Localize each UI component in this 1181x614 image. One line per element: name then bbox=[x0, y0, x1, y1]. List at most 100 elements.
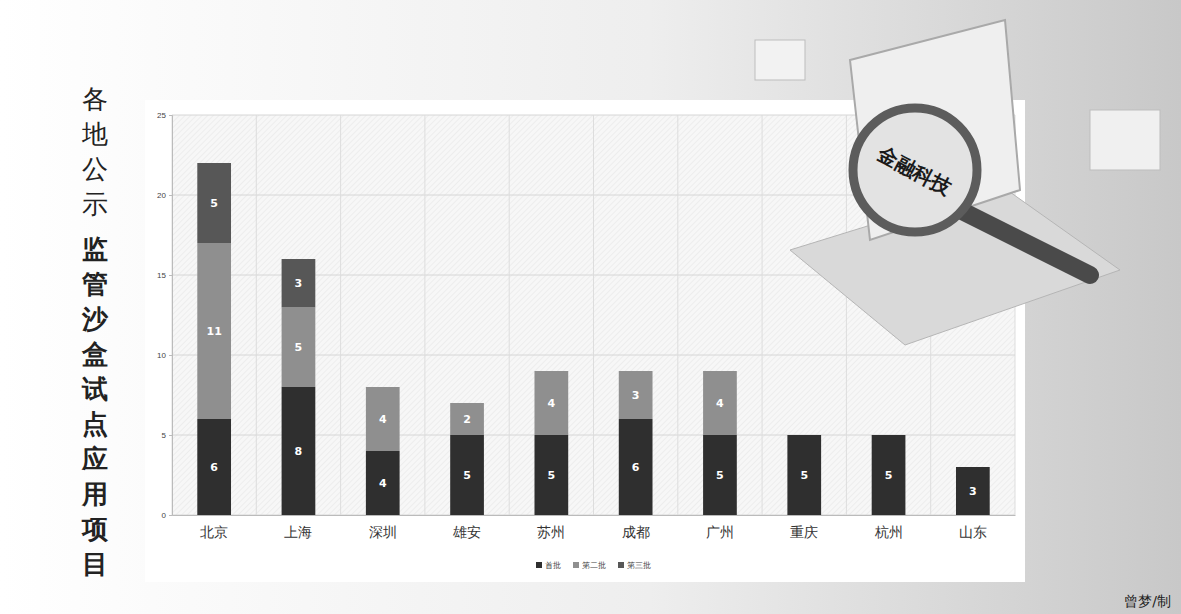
data-label: 3 bbox=[632, 389, 640, 402]
x-tick: 上海 bbox=[284, 515, 312, 540]
y-tick-label: 25 bbox=[157, 111, 166, 120]
y-tick-mark bbox=[169, 355, 172, 356]
bar-segment bbox=[282, 307, 316, 387]
data-label: 4 bbox=[548, 397, 556, 410]
x-tick-label: 杭州 bbox=[874, 524, 903, 540]
bar-segment bbox=[282, 387, 316, 515]
subtitle: 监管沙盒试点应用项目 bbox=[81, 234, 109, 579]
y-tick: 10 bbox=[157, 351, 172, 360]
x-axis-line bbox=[173, 515, 1016, 516]
y-tick: 15 bbox=[157, 271, 172, 280]
y-tick-mark bbox=[169, 515, 172, 516]
y-tick-mark bbox=[169, 275, 172, 276]
data-label: 5 bbox=[295, 341, 303, 354]
x-tick-label: 广州 bbox=[706, 524, 734, 540]
x-tick: 广州 bbox=[706, 515, 734, 540]
legend-swatch bbox=[573, 562, 579, 568]
data-label: 5 bbox=[800, 469, 808, 482]
x-tick-label: 重庆 bbox=[790, 524, 818, 540]
category-divider bbox=[762, 115, 763, 515]
data-label: 5 bbox=[885, 469, 893, 482]
data-label: 8 bbox=[295, 445, 303, 458]
y-tick-mark bbox=[169, 195, 172, 196]
legend: 首批 第二批 第三批 bbox=[536, 561, 651, 570]
x-tick: 北京 bbox=[200, 515, 228, 540]
x-tick: 重庆 bbox=[790, 515, 818, 540]
category-divider bbox=[256, 115, 257, 515]
magnifier-lens bbox=[853, 108, 977, 232]
x-tick-label: 苏州 bbox=[537, 524, 565, 540]
legend-swatch bbox=[618, 562, 624, 568]
x-tick: 山东 bbox=[959, 515, 987, 540]
title: 各地公示 bbox=[81, 84, 108, 219]
x-tick-label: 成都 bbox=[622, 524, 650, 540]
y-tick-label: 15 bbox=[157, 271, 166, 280]
bar-segment bbox=[197, 163, 231, 243]
category-divider bbox=[509, 115, 510, 515]
y-tick: 20 bbox=[157, 191, 172, 200]
data-label: 5 bbox=[716, 469, 724, 482]
data-label: 5 bbox=[548, 469, 556, 482]
bar-segment bbox=[450, 435, 484, 515]
bar-segment bbox=[619, 419, 653, 515]
bar-segment bbox=[282, 259, 316, 307]
x-tick: 杭州 bbox=[874, 515, 903, 540]
x-tick-label: 雄安 bbox=[452, 524, 481, 540]
data-label: 4 bbox=[379, 413, 387, 426]
bar-segment bbox=[366, 451, 400, 515]
legend-label: 第二批 bbox=[582, 561, 606, 570]
background bbox=[0, 0, 1181, 614]
x-tick-label: 深圳 bbox=[369, 524, 397, 540]
y-tick-label: 10 bbox=[157, 351, 166, 360]
floating-card bbox=[755, 40, 805, 80]
magnifier-handle bbox=[960, 210, 1090, 275]
laptop-screen bbox=[850, 20, 1020, 240]
data-label: 5 bbox=[463, 469, 471, 482]
data-label: 5 bbox=[210, 197, 218, 210]
illustration: 金融科技 bbox=[755, 20, 1160, 345]
legend-item: 首批 bbox=[536, 561, 561, 570]
y-tick: 0 bbox=[162, 511, 172, 520]
data-label: 3 bbox=[295, 277, 303, 290]
data-label: 4 bbox=[716, 397, 724, 410]
x-tick: 深圳 bbox=[369, 515, 397, 540]
bar-segment bbox=[956, 467, 990, 515]
x-tick: 苏州 bbox=[537, 515, 565, 540]
data-label: 6 bbox=[210, 461, 218, 474]
legend-label: 首批 bbox=[545, 561, 561, 570]
y-tick: 25 bbox=[157, 111, 172, 120]
legend-swatch bbox=[536, 562, 542, 568]
x-axis: 北京 上海 深圳 雄安 苏州 成都 广州 重庆 杭州 山东 bbox=[173, 515, 1016, 540]
bars bbox=[197, 163, 989, 515]
magnifier-label: 金融科技 bbox=[873, 141, 957, 201]
bar-segment bbox=[872, 435, 906, 515]
category-divider bbox=[424, 115, 425, 515]
bar-segment bbox=[703, 371, 737, 435]
data-label: 6 bbox=[632, 461, 640, 474]
data-label: 3 bbox=[969, 485, 977, 498]
y-tick-label: 5 bbox=[162, 431, 167, 440]
x-tick: 成都 bbox=[622, 515, 650, 540]
category-divider bbox=[593, 115, 594, 515]
category-divider bbox=[846, 115, 847, 515]
category-divider bbox=[677, 115, 678, 515]
x-tick-label: 北京 bbox=[200, 524, 228, 540]
y-axis-line bbox=[169, 116, 173, 516]
chart-panel bbox=[145, 100, 1025, 582]
x-tick-label: 上海 bbox=[284, 524, 312, 540]
bar-segment bbox=[787, 435, 821, 515]
chart-root: 金融科技684556555311542434530510152025北京上海深圳… bbox=[0, 0, 1181, 614]
y-tick-mark bbox=[169, 115, 172, 116]
bar-segment bbox=[197, 419, 231, 515]
data-label: 2 bbox=[463, 413, 471, 426]
title-group: 各地公示监管沙盒试点应用项目 bbox=[81, 84, 109, 579]
bar-segment bbox=[197, 243, 231, 419]
y-tick-mark bbox=[169, 435, 172, 436]
legend-label: 第三批 bbox=[627, 561, 651, 570]
bar-segment bbox=[703, 435, 737, 515]
bar-segment bbox=[534, 371, 568, 435]
y-tick: 5 bbox=[162, 431, 172, 440]
x-tick-label: 山东 bbox=[959, 524, 987, 540]
x-tick: 雄安 bbox=[452, 515, 481, 540]
legend-item: 第二批 bbox=[573, 561, 606, 570]
